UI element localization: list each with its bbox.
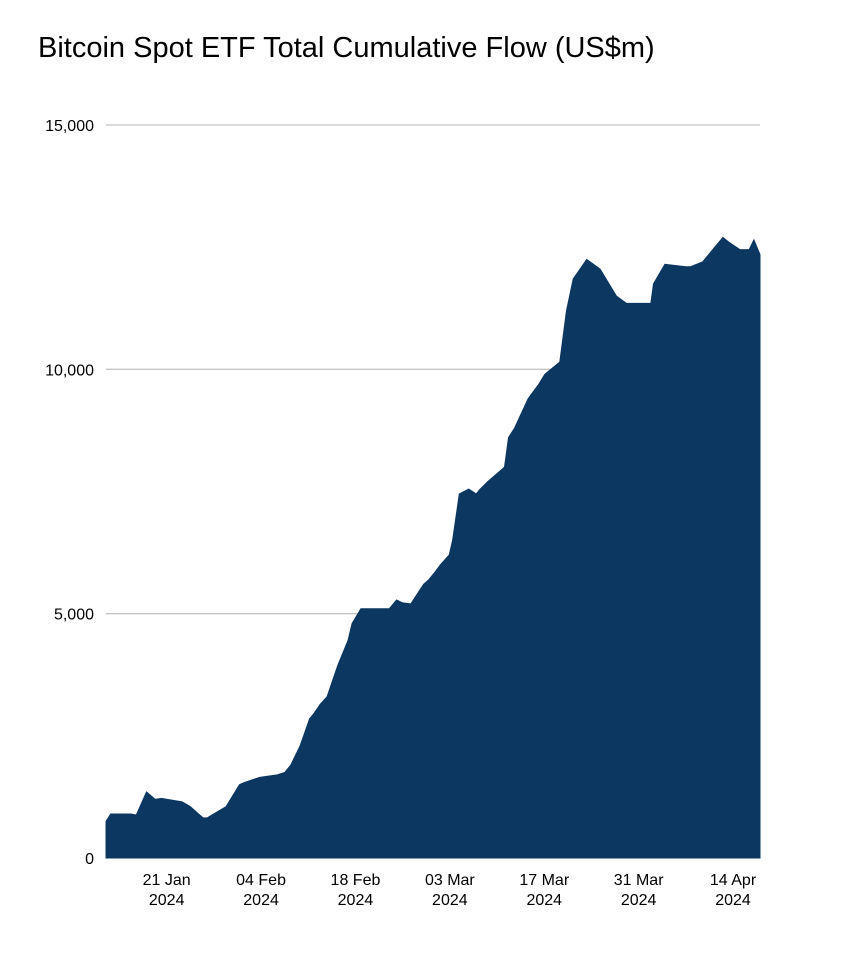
y-axis-ticks: 0 5,000 10,000 15,000 [45, 118, 94, 868]
x-tick: 21 Jan 2024 [143, 872, 191, 909]
x-tick: 18 Feb 2024 [331, 872, 381, 909]
x-tick-year: 2024 [621, 892, 657, 909]
x-tick: 31 Mar 2024 [614, 872, 664, 909]
x-tick-label: 04 Feb [236, 872, 286, 889]
x-tick-year: 2024 [526, 892, 562, 909]
x-tick: 17 Mar 2024 [519, 872, 569, 909]
x-tick-label: 14 Apr [710, 872, 757, 889]
y-tick-label: 5,000 [54, 607, 94, 624]
chart-title: Bitcoin Spot ETF Total Cumulative Flow (… [38, 32, 655, 64]
x-tick-label: 21 Jan [143, 872, 191, 889]
x-tick-year: 2024 [243, 892, 279, 909]
x-tick-label: 31 Mar [614, 872, 664, 889]
x-tick-year: 2024 [149, 892, 185, 909]
y-tick-label: 10,000 [45, 362, 94, 379]
series-area [105, 236, 761, 859]
y-tick-label: 15,000 [45, 118, 94, 135]
x-tick-label: 03 Mar [425, 872, 475, 889]
x-tick-year: 2024 [715, 892, 751, 909]
x-axis-ticks: 21 Jan 2024 04 Feb 2024 18 Feb 2024 03 Mar 2024… [143, 872, 757, 909]
x-tick: 04 Feb 2024 [236, 872, 286, 909]
y-tick-label: 0 [85, 851, 94, 868]
x-tick-label: 18 Feb [331, 872, 381, 889]
x-tick-year: 2024 [338, 892, 374, 909]
x-tick-label: 17 Mar [519, 872, 569, 889]
x-tick: 14 Apr 2024 [710, 872, 757, 909]
x-tick-year: 2024 [432, 892, 468, 909]
series-area-group [105, 236, 761, 859]
x-tick: 03 Mar 2024 [425, 872, 475, 909]
